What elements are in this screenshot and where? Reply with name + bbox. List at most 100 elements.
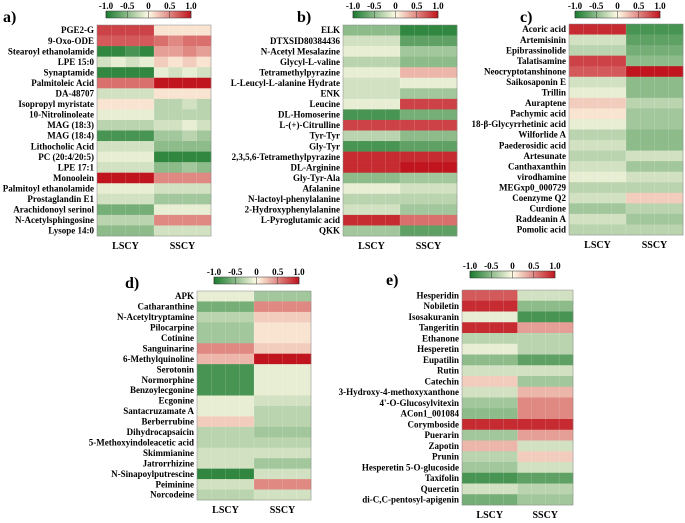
heatmap-cell	[125, 56, 141, 68]
heatmap-cell	[371, 67, 387, 79]
heatmap-cell	[211, 343, 226, 354]
heatmap-cell	[503, 333, 518, 345]
heatmap-cell	[182, 214, 198, 226]
heatmap-cell	[475, 408, 491, 420]
heatmap-cell	[196, 172, 212, 184]
heatmap-cell	[197, 458, 212, 469]
heatmap-cell	[400, 183, 415, 195]
heatmap-cell	[654, 97, 670, 109]
heatmap-cell	[531, 451, 546, 463]
heatmap-cell	[343, 35, 358, 47]
heatmap-cell	[268, 311, 283, 323]
heatmap-cell	[569, 213, 584, 225]
heatmap-cell	[239, 426, 255, 438]
heatmap-cell	[654, 161, 670, 172]
heatmap-cell	[268, 301, 283, 313]
row-label: MAG (18:3)	[47, 120, 94, 130]
heatmap-cell	[611, 45, 627, 56]
row-label: Prunin	[432, 452, 459, 462]
heatmap-cell	[489, 440, 504, 452]
heatmap-cell	[517, 311, 532, 323]
heatmap-cell	[462, 343, 477, 355]
heatmap-cell	[371, 109, 387, 121]
heatmap-cell	[462, 462, 477, 474]
heatmap-cell	[654, 150, 670, 162]
heatmap-cell	[282, 364, 298, 375]
heatmap-cell	[196, 98, 212, 110]
heatmap-cell	[489, 451, 504, 463]
heatmap-cell	[597, 55, 613, 67]
heatmap-cell	[268, 447, 283, 459]
heatmap-cell	[168, 88, 183, 100]
heatmap-cell	[462, 322, 477, 334]
heatmap-cell	[400, 35, 415, 47]
heatmap-cell	[559, 429, 574, 441]
heatmap-cell	[503, 419, 518, 431]
heatmap-cell	[371, 25, 387, 36]
heatmap-cell	[296, 489, 312, 501]
heatmap-cell	[626, 182, 641, 194]
heatmap-cell	[597, 45, 613, 56]
row-label: Hesperidin	[416, 290, 459, 300]
heatmap-cell	[182, 130, 198, 142]
heatmap-cell	[385, 225, 401, 237]
heatmap-cell	[517, 494, 532, 506]
row-label: DA-48707	[56, 89, 95, 99]
row-label: Jatrorrhizine	[143, 458, 194, 468]
row-label: Gly-Tyr-Ala	[293, 173, 340, 183]
heatmap-cell	[385, 162, 401, 173]
heatmap-cell	[211, 447, 226, 459]
heatmap-cell	[97, 172, 112, 184]
heatmap-cell	[139, 204, 155, 216]
heatmap-cell	[414, 162, 429, 173]
heatmap-cell	[385, 46, 401, 57]
heatmap-cell	[182, 56, 198, 68]
heatmap-cell	[371, 141, 387, 152]
heatmap-cell	[597, 161, 613, 172]
heatmap-cell	[400, 172, 415, 184]
row-label: Nobiletin	[423, 301, 459, 311]
heatmap-cell	[111, 25, 126, 36]
heatmap-cell	[442, 151, 458, 163]
heatmap-cell	[517, 333, 532, 345]
heatmap-cell	[111, 67, 126, 79]
row-label: Skimmianine	[143, 448, 194, 458]
heatmap-cell	[654, 34, 670, 46]
heatmap-cell	[428, 141, 444, 152]
heatmap-cell	[168, 214, 183, 226]
heatmap-cell	[475, 322, 491, 334]
heatmap-cell	[268, 416, 283, 428]
heatmap-cell	[545, 440, 560, 452]
row-label: Monoolein	[53, 173, 94, 183]
heatmap-cell	[343, 88, 358, 100]
heatmap-cell	[668, 66, 684, 78]
row-label: 9-Oxo-ODE	[48, 36, 94, 46]
heatmap-cell	[111, 56, 126, 68]
heatmap-cell	[385, 88, 401, 100]
heatmap-cell	[211, 437, 226, 449]
heatmap-cell	[414, 35, 429, 47]
heatmap-cell	[400, 204, 415, 216]
heatmap-cell	[428, 77, 444, 89]
heatmap-cell	[545, 386, 560, 398]
heatmap-cell	[296, 374, 312, 386]
heatmap-cell	[503, 365, 518, 377]
heatmap-cell	[371, 225, 387, 237]
heatmap-cell	[462, 397, 477, 409]
heatmap-cell	[154, 119, 169, 131]
heatmap-cell	[640, 34, 655, 46]
heatmap-cell	[517, 354, 532, 366]
column-label: LSCY	[112, 241, 139, 252]
row-label: L-Pyroglutamic acid	[261, 215, 340, 225]
heatmap-cell	[400, 46, 415, 57]
heatmap-cell	[531, 311, 546, 323]
heatmap-cell	[111, 183, 126, 195]
heatmap-cell	[385, 119, 401, 131]
heatmap-cell	[545, 397, 560, 409]
heatmap-cell	[611, 140, 627, 151]
heatmap-cell	[154, 98, 169, 110]
heatmap-cell	[442, 193, 458, 205]
heatmap-cell	[371, 88, 387, 100]
heatmap-cell	[414, 225, 429, 237]
